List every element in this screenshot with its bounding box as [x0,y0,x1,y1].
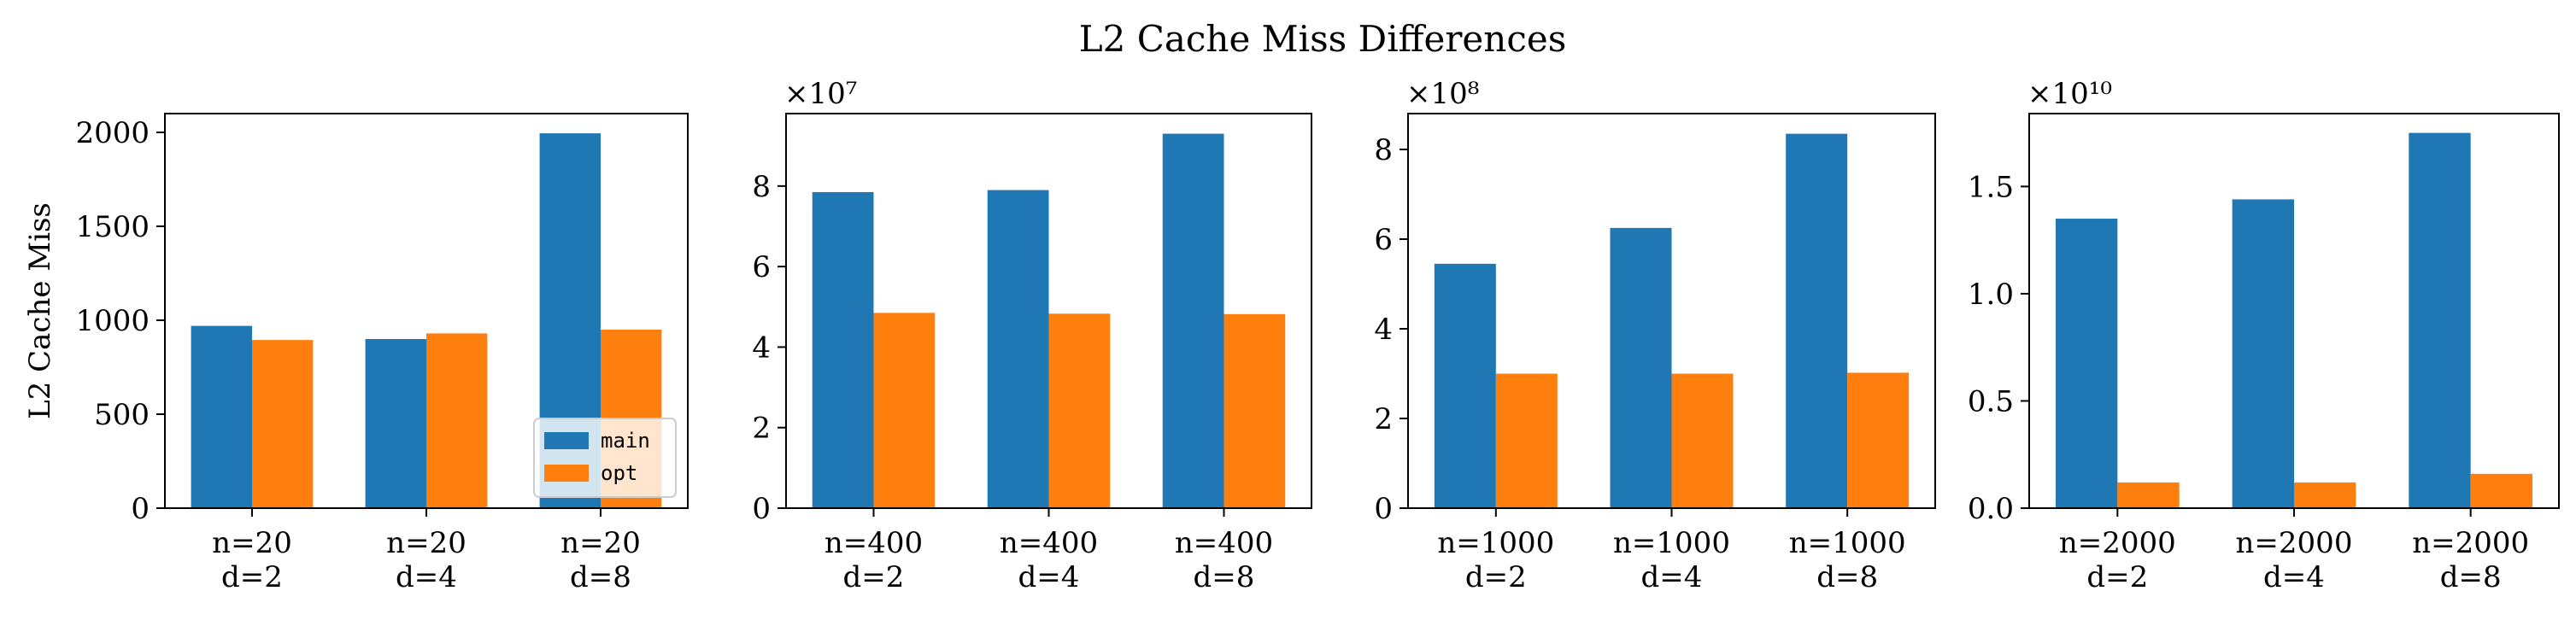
bar-main-3 [2409,132,2471,508]
bar-opt-2 [426,333,488,508]
bar-main-1 [1434,263,1496,508]
x-tick-label: n=400 d=8 [1175,526,1273,594]
y-axis-multiplier: ×10⁷ [784,77,857,111]
subplot-4: 0.0 0.5 1.0 1.5 n=2000 d=2 n=2000 d=4 n=2000 d=8 ×… [1968,77,2560,594]
bar-main-1 [812,191,874,508]
y-tick-label: 1.5 [1968,170,2014,204]
y-axis-multiplier: ×10⁸ [1406,77,1479,111]
axes-frame [785,113,1312,509]
bar-main-2 [2232,199,2294,508]
x-tick-label: n=2000 d=4 [2236,526,2353,594]
bar-opt-3 [1223,313,1286,508]
subplot-1: 0 500 1000 1500 2000 n=20 d=2 n=20 d=4 n=20 d=8 L2 … [23,113,689,594]
bar-main-2 [1610,227,1672,508]
x-tick-label: n=20 d=8 [560,526,641,594]
y-tick-label: 1500 [75,210,150,244]
y-tick-label: 500 [94,398,150,432]
legend-swatch-opt [544,465,589,482]
y-tick-label: 1.0 [1968,278,2014,312]
y-tick-label: 0.5 [1968,384,2014,418]
y-tick-label: 8 [752,170,771,204]
y-tick-label: 2 [1374,402,1393,436]
bar-main-1 [191,325,252,508]
bar-opt-2 [1671,373,1734,508]
x-tick-label: n=1000 d=8 [1789,526,1906,594]
y-tick-label: 8 [1374,133,1393,167]
y-tick-label: 1000 [75,304,150,338]
y-tick-label: 2000 [75,116,150,150]
x-tick-label: n=400 d=2 [824,526,923,594]
y-tick-label: 6 [752,250,771,284]
bar-opt-3 [1847,372,1910,508]
x-tick-label: n=1000 d=4 [1613,526,1730,594]
bar-opt-1 [1495,373,1558,508]
y-tick-label: 6 [1374,223,1393,257]
y-tick-label: 0 [752,492,771,526]
chart-title: L2 Cache Miss Differences [1079,18,1567,60]
legend-swatch-main [544,432,589,449]
x-tick-label: n=1000 d=2 [1437,526,1554,594]
bar-main-3 [1786,133,1848,508]
axes-frame [2028,113,2560,509]
subplot-2: 0 2 4 6 8 n=400 d=2 n=400 d=4 n=400 d=8 ×10⁷ [752,77,1312,594]
y-tick-label: 2 [752,412,771,446]
bar-opt-1 [2117,482,2180,508]
y-tick-label: 4 [752,331,771,365]
y-tick-label: 0 [1374,492,1393,526]
subplots: 0 500 1000 1500 2000 n=20 d=2 n=20 d=4 n=20 d=8 L2 … [23,77,2560,594]
y-axis-multiplier: ×10¹⁰ [2027,77,2112,111]
x-tick-label: n=20 d=2 [212,526,292,594]
legend-label-main: main [601,429,650,453]
axes-frame [164,113,689,509]
subplot-3: 0 2 4 6 8 n=1000 d=2 n=1000 d=4 n=1000 d=8 ×10⁸ [1374,77,1936,594]
bar-opt-2 [2294,482,2356,508]
y-tick-label: 4 [1374,313,1393,347]
y-tick-label: 0 [131,492,150,526]
axes-frame [1407,113,1936,509]
x-tick-label: n=2000 d=8 [2412,526,2529,594]
x-tick-label: n=20 d=4 [386,526,466,594]
bar-main-2 [365,339,426,508]
y-tick-label: 0.0 [1968,492,2014,526]
bar-opt-1 [873,313,936,508]
bar-main-1 [2056,219,2118,508]
bar-opt-1 [252,340,314,508]
bar-main-3 [1162,133,1224,509]
bar-opt-3 [2470,473,2532,508]
bar-opt-2 [1048,313,1111,508]
bar-main-2 [987,190,1049,509]
x-tick-label: n=400 d=4 [1000,526,1098,594]
y-axis-label: L2 Cache Miss [23,202,57,419]
legend: main opt [533,418,677,498]
legend-label-opt: opt [601,461,637,485]
x-tick-label: n=2000 d=2 [2059,526,2176,594]
